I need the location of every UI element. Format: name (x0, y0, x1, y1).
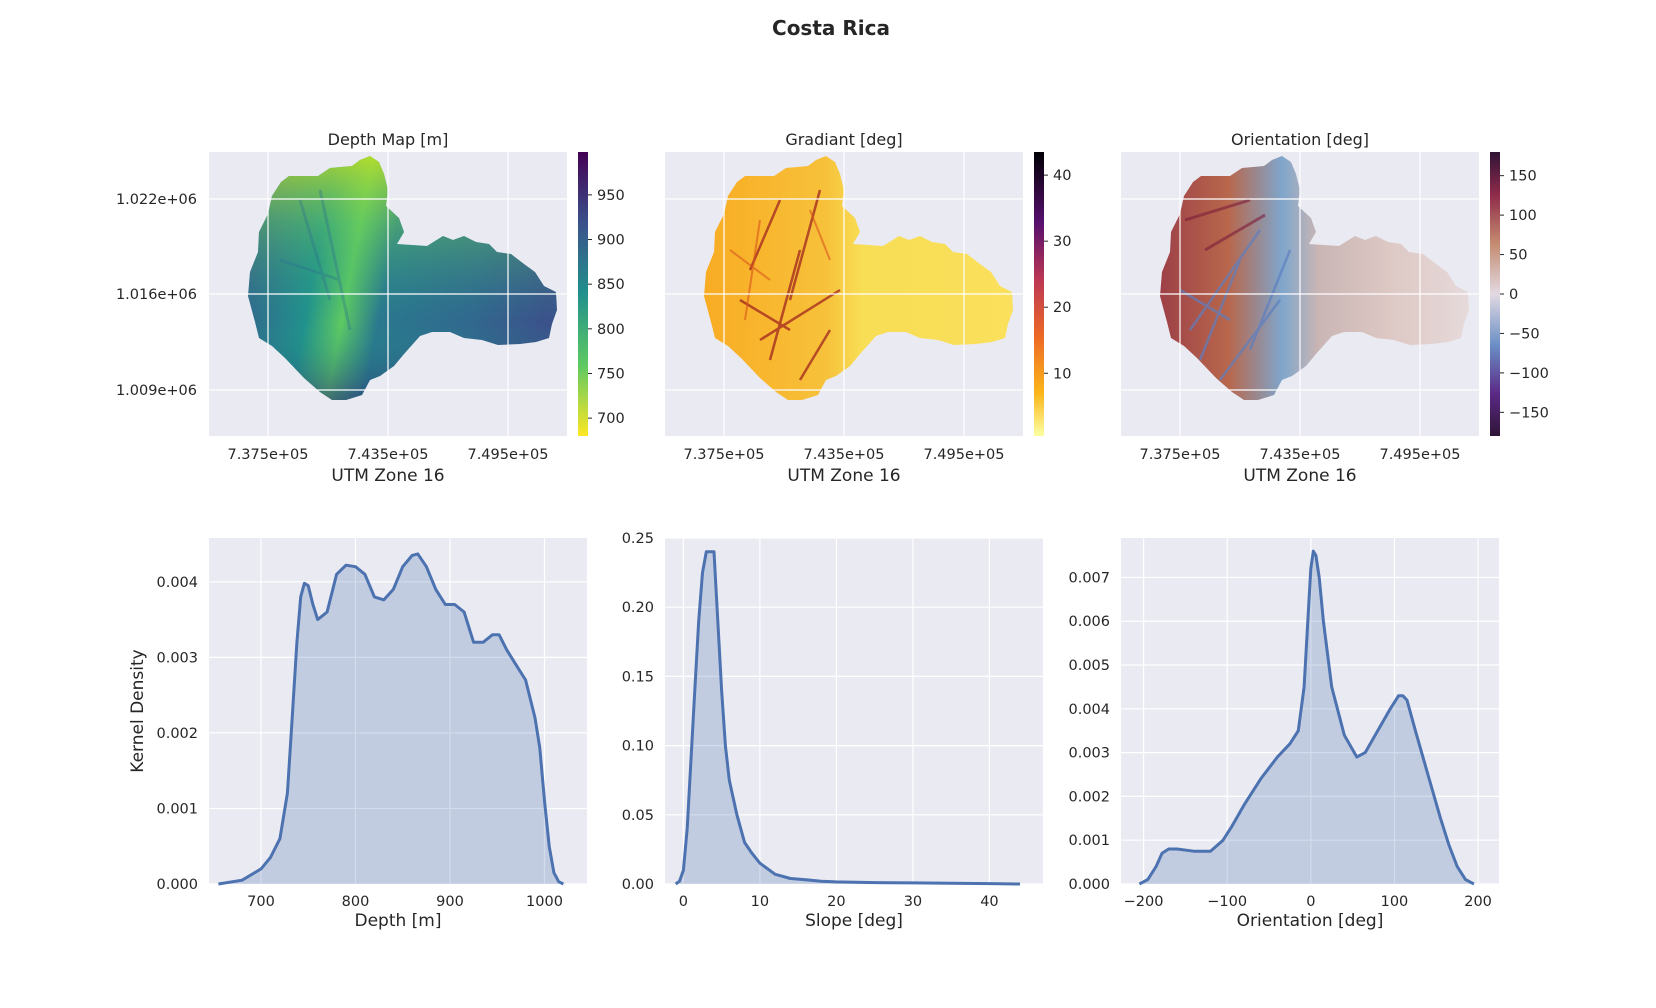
orientation-colorbar-tick: 150 (1509, 169, 1537, 185)
orientation-kde-xtick: 0 (1306, 894, 1315, 910)
gradient-map-xlabel: UTM Zone 16 (787, 466, 900, 486)
depth-map-xtick: 7.435e+05 (347, 447, 428, 463)
orientation-kde-area (1139, 551, 1474, 884)
orientation-colorbar-tick: −100 (1509, 366, 1549, 382)
orientation-kde-xlabel: Orientation [deg] (1237, 911, 1384, 931)
depth-kde-ytick: 0.004 (156, 575, 198, 591)
depth-colorbar-tick: 850 (597, 277, 625, 293)
orientation-map-xlabel: UTM Zone 16 (1243, 466, 1356, 486)
slope-kde-panel: 0 10 20 30 40 0.00 0.05 0.10 0.15 0.20 0.25 Slope [… (622, 531, 1043, 931)
depth-kde-xtick: 1000 (526, 894, 563, 910)
depth-kde-xlabel: Depth [m] (354, 911, 441, 931)
orientation-kde-ytick: 0.003 (1068, 746, 1110, 762)
gradient-map-xtick: 7.375e+05 (683, 447, 764, 463)
orientation-kde-ytick: 0.002 (1068, 789, 1110, 805)
depth-kde-ytick: 0.000 (156, 877, 198, 893)
gradient-map-xtick: 7.435e+05 (803, 447, 884, 463)
depth-kde-xtick: 800 (342, 894, 370, 910)
figure-title: Costa Rica (772, 16, 890, 40)
depth-map-xlabel: UTM Zone 16 (331, 466, 444, 486)
slope-kde-ytick: 0.10 (622, 739, 654, 755)
depth-map-ytick: 1.016e+06 (116, 287, 197, 303)
depth-kde-ytick: 0.002 (156, 726, 198, 742)
orientation-kde-xtick: −200 (1124, 894, 1164, 910)
slope-kde-xtick: 40 (980, 894, 998, 910)
orientation-kde-xtick: 100 (1381, 894, 1409, 910)
orientation-kde-panel: −200 −100 0 100 200 0.000 0.001 0.002 0.003 0.004… (1068, 538, 1499, 931)
depth-map-ytick: 1.009e+06 (116, 383, 197, 399)
depth-map-xtick: 7.495e+05 (467, 447, 548, 463)
gradient-colorbar-tick: 40 (1053, 168, 1071, 184)
slope-kde-ytick: 0.15 (622, 669, 654, 685)
slope-kde-axes (665, 538, 1043, 884)
depth-kde-ylabel: Kernel Density (128, 649, 148, 772)
depth-kde-line (218, 552, 565, 886)
orientation-kde-xtick: −100 (1207, 894, 1247, 910)
depth-map-xtick: 7.375e+05 (227, 447, 308, 463)
slope-kde-line (674, 550, 1021, 886)
gradient-map-title: Gradiant [deg] (785, 130, 902, 149)
orientation-colorbar-tick: 100 (1509, 208, 1537, 224)
gradient-map-xtick: 7.495e+05 (923, 447, 1004, 463)
orientation-map-xtick: 7.375e+05 (1139, 447, 1220, 463)
depth-kde-ytick: 0.001 (156, 801, 198, 817)
orientation-map-title: Orientation [deg] (1231, 130, 1369, 149)
depth-colorbar (578, 152, 588, 436)
gradient-colorbar-tick: 20 (1053, 300, 1071, 316)
gradient-map-panel: 7.375e+05 7.435e+05 7.495e+05 Gradiant [… (665, 130, 1071, 486)
orientation-kde-xtick: 200 (1464, 894, 1492, 910)
slope-kde-ytick: 0.00 (622, 877, 654, 893)
orientation-colorbar-tick: −150 (1509, 405, 1549, 421)
gradient-colorbar-tick: 30 (1053, 234, 1071, 250)
orientation-colorbar-tick: −50 (1509, 326, 1540, 342)
orientation-colorbar-tick: 0 (1509, 287, 1518, 303)
depth-colorbar-tick: 750 (597, 366, 625, 382)
depth-colorbar-tick: 950 (597, 188, 625, 204)
gradient-colorbar (1034, 152, 1044, 436)
depth-map-title: Depth Map [m] (328, 130, 449, 149)
gradient-colorbar-tick: 10 (1053, 366, 1071, 382)
orientation-colorbar-tick: 50 (1509, 248, 1527, 264)
orientation-kde-ytick: 0.004 (1068, 702, 1110, 718)
depth-kde-ytick: 0.003 (156, 650, 198, 666)
depth-map-ytick: 1.022e+06 (116, 192, 197, 208)
slope-kde-ytick: 0.20 (622, 600, 654, 616)
slope-kde-xtick: 10 (751, 894, 769, 910)
depth-colorbar-tick: 700 (597, 411, 625, 427)
depth-kde-axes (209, 538, 587, 884)
slope-kde-xtick: 20 (827, 894, 845, 910)
depth-colorbar-tick: 900 (597, 233, 625, 249)
orientation-map-xtick: 7.435e+05 (1259, 447, 1340, 463)
depth-colorbar-tick: 800 (597, 322, 625, 338)
orientation-map-xtick: 7.495e+05 (1379, 447, 1460, 463)
orientation-colorbar (1490, 152, 1500, 436)
depth-map-panel: 7.375e+05 7.435e+05 7.495e+05 1.022e+06 … (116, 130, 625, 486)
slope-kde-area (675, 551, 1020, 884)
depth-kde-panel: 700 800 900 1000 0.000 0.001 0.002 0.003 0.004 De… (128, 538, 587, 931)
orientation-kde-ytick: 0.007 (1068, 570, 1110, 586)
orientation-kde-ytick: 0.005 (1068, 658, 1110, 674)
orientation-kde-ytick: 0.001 (1068, 833, 1110, 849)
orientation-kde-line (1138, 549, 1475, 886)
slope-kde-xlabel: Slope [deg] (805, 911, 903, 931)
depth-kde-area (218, 553, 564, 884)
slope-kde-ytick: 0.25 (622, 531, 654, 547)
orientation-map-panel: 7.375e+05 7.435e+05 7.495e+05 Orientatio… (1121, 130, 1549, 486)
slope-kde-xtick: 30 (904, 894, 922, 910)
depth-kde-xtick: 700 (247, 894, 275, 910)
slope-kde-ytick: 0.05 (622, 808, 654, 824)
orientation-kde-ytick: 0.006 (1068, 614, 1110, 630)
slope-kde-xtick: 0 (679, 894, 688, 910)
depth-kde-xtick: 900 (436, 894, 464, 910)
orientation-kde-ytick: 0.000 (1068, 877, 1110, 893)
